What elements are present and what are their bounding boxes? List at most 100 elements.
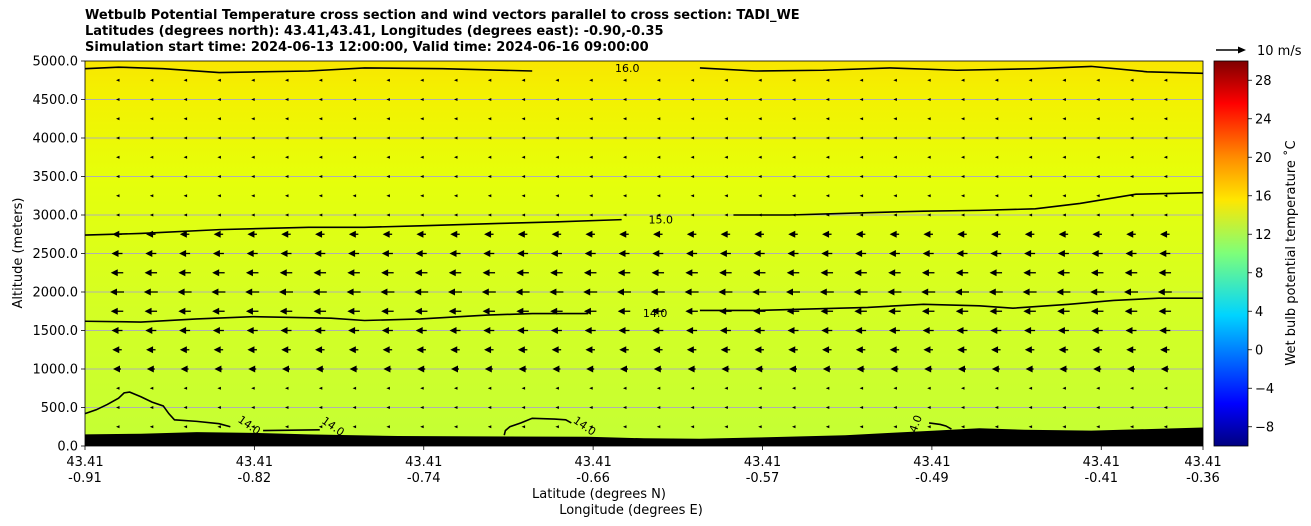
wind-arrow-head: [1058, 346, 1066, 354]
wind-arrow: [1062, 386, 1066, 390]
wind-arrow-head: [1160, 365, 1168, 373]
wind-arrow: [386, 155, 390, 159]
wind-arrow-head: [414, 307, 422, 315]
wind-arrow-head: [653, 365, 661, 373]
wind-arrow-head: [1126, 230, 1134, 238]
wind-arrow: [183, 194, 188, 198]
wind-arrow: [1062, 175, 1066, 178]
wind-arrow-head: [887, 288, 895, 296]
wind-arrow: [116, 98, 120, 101]
y-axis: 0.0 500.0 1000.0 1500.0 2000.0 2500.0 3000.0 35…: [33, 55, 85, 455]
wind-arrow: [758, 194, 762, 198]
wind-arrow: [961, 155, 965, 159]
wind-arrow: [656, 78, 661, 82]
wind-arrow-head: [145, 250, 153, 257]
wind-arrow-head: [686, 327, 694, 334]
wind-arrow: [1096, 425, 1100, 429]
wind-arrow-head: [315, 365, 323, 373]
wind-arrow: [961, 175, 965, 178]
colorbar-label: Wet bulb potential temperature ˚C: [1283, 140, 1299, 365]
wind-arrow-head: [620, 365, 627, 373]
wind-arrow: [961, 213, 965, 217]
wind-arrow-head: [550, 327, 558, 334]
wind-arrow: [792, 425, 796, 429]
wind-arrow: [352, 98, 357, 101]
wind-arrow: [961, 406, 965, 409]
wind-arrow: [656, 98, 661, 101]
wind-arrow: [521, 425, 526, 429]
wind-arrow-head: [821, 327, 829, 334]
wind-arrow-head: [888, 250, 896, 257]
wind-arrow-head: [516, 269, 524, 277]
wind-arrow: [623, 425, 627, 429]
wind-arrow: [555, 78, 559, 82]
wind-arrow: [183, 425, 188, 429]
y-tick-label: 3000.0: [33, 209, 79, 224]
wind-arrow-head: [819, 288, 827, 296]
wind-arrow: [285, 213, 289, 217]
wind-arrow-head: [111, 250, 119, 257]
x-tick-lon: -0.82: [238, 471, 272, 486]
wind-arrow: [1163, 136, 1168, 140]
wind-arrow: [792, 136, 796, 140]
wind-arrow-head: [922, 327, 930, 334]
wind-arrow-head: [449, 327, 457, 334]
wind-arrow: [217, 406, 221, 409]
wind-arrow: [251, 425, 255, 429]
wind-arrow-head: [551, 230, 559, 238]
wind-arrow-head: [991, 365, 999, 373]
wind-arrow-head: [212, 327, 220, 334]
wind-arrow: [1130, 78, 1134, 82]
wind-arrow: [589, 213, 593, 217]
wind-arrow: [589, 406, 593, 409]
wind-arrow: [1028, 194, 1033, 198]
wind-arrow: [183, 175, 188, 178]
wind-arrow: [859, 78, 864, 82]
wind-arrow-head: [653, 230, 661, 238]
wind-arrow: [792, 155, 796, 159]
wind-arrow: [690, 386, 695, 390]
wind-arrow: [352, 78, 357, 82]
wind-arrow: [183, 406, 188, 409]
colorbar-tick-label: 16: [1255, 189, 1272, 204]
wind-arrow-head: [1057, 269, 1065, 277]
wind-arrow-head: [1090, 288, 1098, 296]
wind-arrow-head: [1125, 250, 1133, 257]
wind-arrow-head: [1025, 365, 1033, 373]
wind-arrow: [555, 425, 559, 429]
wind-arrow-head: [113, 365, 120, 373]
wind-arrow: [285, 406, 289, 409]
wind-arrow-head: [1057, 250, 1065, 257]
wind-arrow-head: [787, 327, 795, 334]
wind-arrow-head: [414, 269, 422, 277]
wind-arrow: [420, 98, 424, 101]
wind-arrow-head: [451, 365, 458, 373]
x-tick-lon: -0.57: [746, 471, 780, 486]
y-tick-label: 2500.0: [33, 247, 79, 262]
wind-arrow-head: [414, 288, 422, 296]
wind-arrow: [555, 136, 559, 140]
chart-title-line-2: Latitudes (degrees north): 43.41,43.41, …: [85, 24, 664, 39]
wind-arrow-head: [1159, 327, 1167, 334]
wind-arrow: [487, 117, 492, 121]
wind-arrow-head: [211, 288, 219, 296]
y-tick-label: 4000.0: [33, 132, 79, 147]
wind-arrow: [690, 78, 695, 82]
wind-arrow-head: [347, 269, 355, 277]
contour-line: [699, 297, 1203, 312]
wind-arrow-head: [618, 250, 626, 257]
wind-arrow-head: [583, 269, 591, 277]
wind-arrow: [859, 98, 864, 101]
wind-arrow-head: [923, 346, 931, 354]
wind-arrow: [792, 406, 796, 409]
wind-arrow-head: [855, 230, 863, 238]
wind-arrow: [454, 98, 458, 101]
wind-arrow-head: [1024, 327, 1032, 334]
wind-arrow: [690, 155, 695, 159]
wind-arrow-head: [483, 250, 491, 257]
wind-arrow: [994, 406, 999, 409]
wind-arrow: [724, 78, 728, 82]
wind-arrow: [724, 425, 728, 429]
wind-legend-arrowhead: [1238, 46, 1246, 54]
wind-arrow: [1028, 213, 1033, 217]
